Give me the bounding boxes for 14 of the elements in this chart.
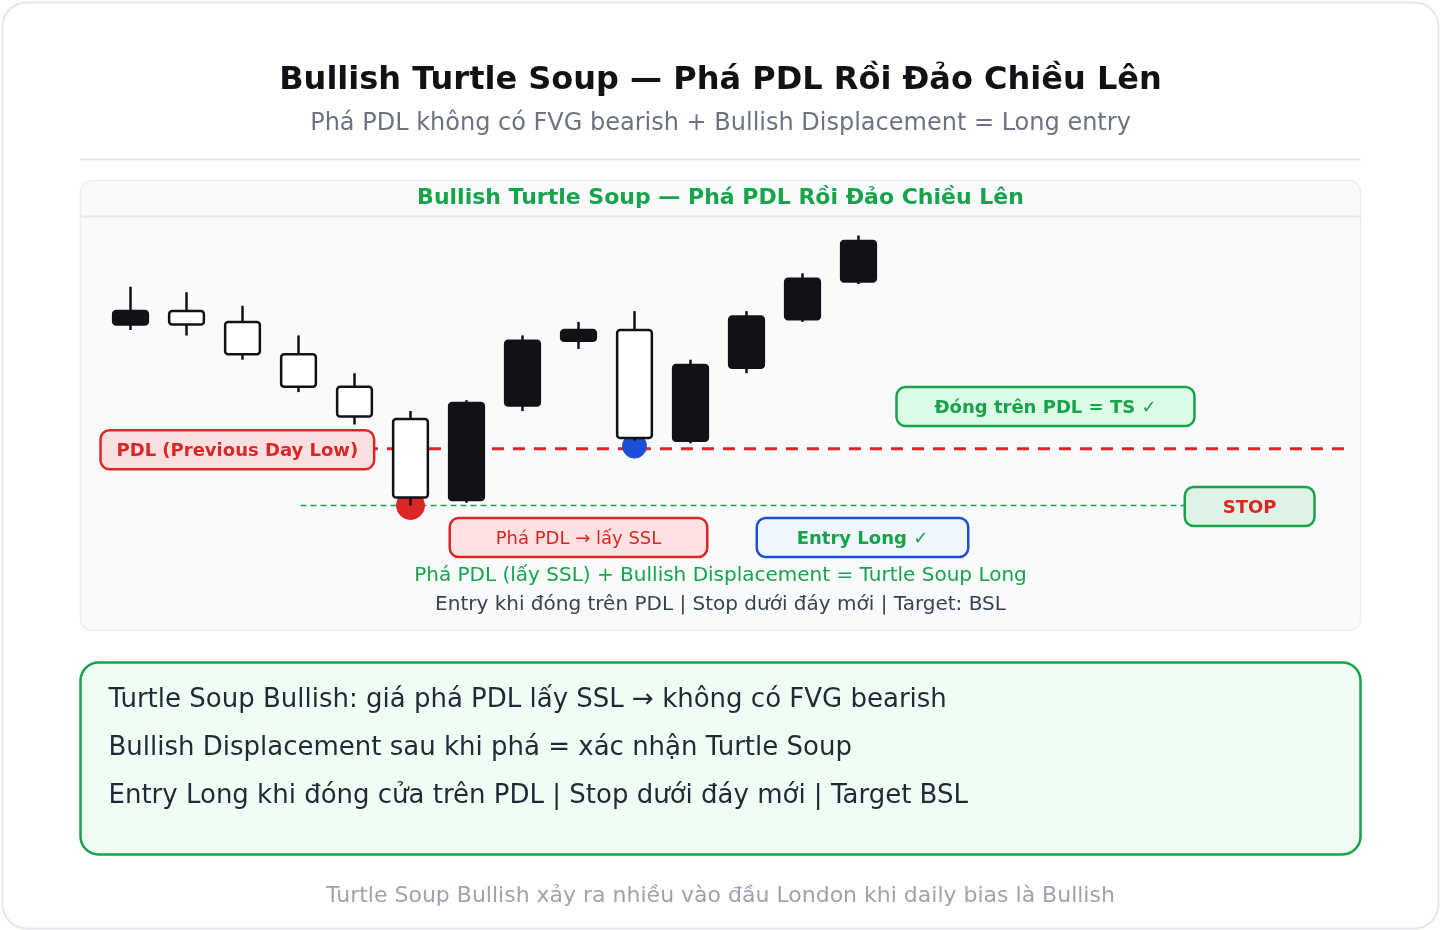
chart-title: Bullish Turtle Soup — Phá PDL Rồi Đảo Chiều Lên bbox=[279, 58, 1162, 97]
ref-line-label: PDL (Previous Day Low) bbox=[116, 439, 359, 461]
text: Phá PDL (lấy SSL) + Bullish Displacement = Turtle Soup Long bbox=[414, 561, 1027, 586]
chart-subtitle: Phá PDL không có FVG bearish + Bullish Displacement = Long entry bbox=[310, 107, 1131, 136]
text: Đóng trên PDL = TS ✓ bbox=[934, 396, 1157, 417]
text: Bullish Displacement sau khi phá = xác nhận Turtle Soup bbox=[108, 730, 852, 761]
text: Entry khi đóng trên PDL | Stop dưới đáy mới | Target: BSL bbox=[435, 590, 1007, 615]
text: Turtle Soup Bullish: giá phá PDL lấy SSL → không có FVG bearish bbox=[107, 682, 947, 713]
text: Phá PDL → lấy SSL bbox=[495, 527, 662, 548]
text: Entry Long ✓ bbox=[796, 527, 929, 548]
text: Turtle Soup Bullish xảy ra nhiều vào đầu London khi daily bias là Bullish bbox=[325, 882, 1115, 907]
text: Entry Long khi đóng cửa trên PDL | Stop dưới đáy mới | Target BSL bbox=[108, 778, 969, 810]
text: Bullish Turtle Soup — Phá PDL Rồi Đảo Chiều Lên bbox=[417, 184, 1024, 209]
ref-line-label: STOP bbox=[1222, 496, 1277, 517]
